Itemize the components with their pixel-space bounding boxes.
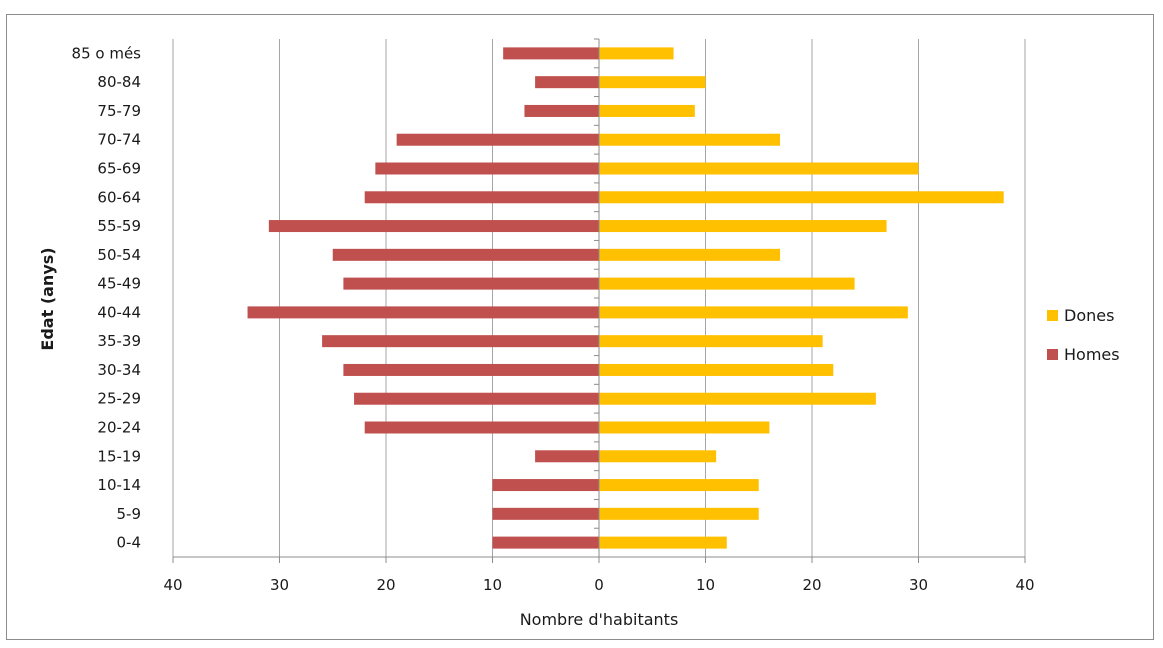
bar-homes [396,133,599,146]
bar-homes [343,363,599,376]
x-tick-label: 30 [909,576,928,594]
legend: Dones Homes [1047,306,1120,364]
y-axis-title: Edat (anys) [38,247,57,350]
y-tick-label: 35-39 [97,332,141,350]
bars [247,47,1004,549]
y-tick-label: 45-49 [97,275,141,293]
legend-swatch [1047,310,1058,321]
bar-dones [599,248,781,261]
x-tick-label: 30 [270,576,289,594]
y-tick-label: 10-14 [97,476,141,494]
bar-dones [599,306,908,319]
bar-homes [268,220,599,233]
bar-dones [599,47,674,60]
bar-homes [332,248,599,261]
y-tick-label: 25-29 [97,390,141,408]
axes [172,38,1026,563]
y-tick-label: 65-69 [97,160,141,178]
x-tick-label: 40 [163,576,182,594]
bar-dones [599,133,781,146]
bar-homes [524,104,599,117]
y-tick-label: 55-59 [97,217,141,235]
y-tick-label: 80-84 [97,73,141,91]
y-tick-label: 30-34 [97,361,141,379]
bar-dones [599,363,834,376]
bar-dones [599,162,919,175]
bar-dones [599,104,695,117]
y-tick-label: 85 o més [72,44,142,62]
y-tick-label: 40-44 [97,303,141,321]
y-tick-label: 5-9 [117,505,142,523]
bar-homes [503,47,599,60]
y-tick-label: 0-4 [117,534,142,552]
bar-homes [375,162,599,175]
legend-label: Homes [1064,345,1120,364]
bar-homes [535,76,599,89]
bar-dones [599,277,855,290]
chart-frame [6,14,1154,640]
bar-homes [535,450,599,463]
bar-dones [599,76,706,89]
bar-homes [364,421,599,434]
bar-dones [599,421,770,434]
y-tick-label: 70-74 [97,131,141,149]
x-tick-label: 10 [483,576,502,594]
y-tick-label: 15-19 [97,447,141,465]
tick-labels: 40 30 20 10 0 10 20 30 40 0-4 5-9 10-14 15-19 20-24 25… [72,44,1035,594]
bar-homes [364,191,599,204]
bar-dones [599,479,759,492]
bar-dones [599,335,823,348]
bar-homes [322,335,599,348]
y-tick-label: 60-64 [97,188,141,206]
bar-homes [492,507,599,520]
x-tick-label: 0 [594,576,604,594]
bar-homes [492,479,599,492]
legend-swatch [1047,349,1058,360]
bar-dones [599,191,1004,204]
bar-dones [599,507,759,520]
legend-label: Dones [1064,306,1114,325]
bar-dones [599,220,887,233]
bar-homes [354,392,599,405]
y-tick-label: 75-79 [97,102,141,120]
bar-dones [599,450,717,463]
x-tick-label: 20 [802,576,821,594]
x-tick-label: 20 [376,576,395,594]
x-tick-label: 40 [1015,576,1034,594]
x-axis-title: Nombre d'habitants [520,610,679,629]
y-tick-label: 50-54 [97,246,141,264]
bar-homes [247,306,600,319]
gridlines [172,39,1026,557]
x-tick-label: 10 [696,576,715,594]
bar-dones [599,536,727,549]
bar-homes [343,277,599,290]
y-tick-label: 20-24 [97,419,141,437]
bar-homes [492,536,599,549]
bar-dones [599,392,876,405]
